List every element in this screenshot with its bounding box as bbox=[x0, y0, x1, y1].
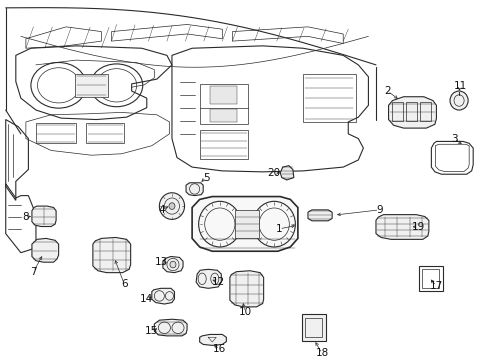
Bar bbox=[75, 74, 108, 97]
Text: 16: 16 bbox=[213, 344, 226, 354]
Bar bbox=[210, 86, 238, 104]
Polygon shape bbox=[154, 319, 187, 336]
Ellipse shape bbox=[450, 91, 468, 110]
Text: 18: 18 bbox=[316, 348, 329, 359]
Text: 14: 14 bbox=[140, 294, 153, 304]
Polygon shape bbox=[93, 238, 131, 273]
Bar bbox=[392, 103, 403, 121]
Text: 6: 6 bbox=[121, 279, 127, 289]
Text: 11: 11 bbox=[453, 81, 466, 91]
Polygon shape bbox=[186, 183, 203, 195]
Text: 7: 7 bbox=[30, 267, 37, 277]
Bar bbox=[199, 84, 247, 124]
Bar bbox=[305, 318, 322, 337]
Text: 10: 10 bbox=[239, 307, 251, 317]
Text: 8: 8 bbox=[23, 212, 29, 222]
Polygon shape bbox=[152, 288, 174, 304]
Ellipse shape bbox=[159, 193, 185, 219]
Text: 17: 17 bbox=[430, 281, 443, 291]
Text: 20: 20 bbox=[268, 168, 281, 178]
Bar bbox=[302, 315, 326, 341]
Polygon shape bbox=[280, 166, 294, 180]
Polygon shape bbox=[192, 197, 298, 251]
Polygon shape bbox=[163, 256, 183, 273]
Text: 13: 13 bbox=[155, 257, 169, 267]
Polygon shape bbox=[32, 206, 56, 226]
Polygon shape bbox=[196, 269, 221, 288]
Polygon shape bbox=[199, 334, 226, 345]
Bar bbox=[36, 123, 76, 143]
Bar bbox=[419, 266, 443, 291]
Polygon shape bbox=[389, 97, 437, 128]
Text: 15: 15 bbox=[145, 326, 158, 336]
Bar bbox=[303, 75, 356, 122]
Polygon shape bbox=[230, 271, 264, 307]
Bar bbox=[86, 123, 124, 143]
Bar bbox=[199, 130, 247, 158]
Bar bbox=[235, 210, 259, 238]
Bar bbox=[420, 103, 431, 121]
Bar bbox=[210, 109, 238, 122]
Ellipse shape bbox=[169, 203, 175, 210]
Text: 9: 9 bbox=[376, 205, 383, 215]
Text: 4: 4 bbox=[159, 205, 165, 215]
Polygon shape bbox=[32, 238, 59, 262]
Text: 19: 19 bbox=[412, 221, 425, 231]
Polygon shape bbox=[308, 210, 332, 221]
Polygon shape bbox=[376, 215, 429, 239]
Bar bbox=[406, 103, 417, 121]
Text: 12: 12 bbox=[212, 277, 225, 287]
Bar bbox=[422, 269, 440, 288]
Text: 5: 5 bbox=[203, 172, 210, 183]
Text: 1: 1 bbox=[276, 224, 283, 234]
Text: 2: 2 bbox=[384, 86, 391, 96]
Text: 3: 3 bbox=[451, 134, 457, 144]
Ellipse shape bbox=[170, 261, 176, 268]
